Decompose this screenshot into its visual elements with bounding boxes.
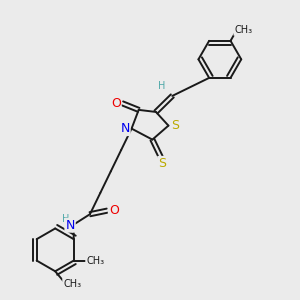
Text: O: O [111, 97, 121, 110]
Text: CH₃: CH₃ [63, 279, 81, 289]
Text: O: O [109, 204, 119, 217]
Text: CH₃: CH₃ [86, 256, 104, 266]
Text: S: S [171, 119, 179, 132]
Text: H: H [61, 214, 69, 224]
Text: N: N [120, 122, 130, 135]
Text: S: S [158, 157, 166, 170]
Text: H: H [158, 81, 166, 92]
Text: N: N [65, 219, 75, 232]
Text: CH₃: CH₃ [234, 25, 252, 35]
